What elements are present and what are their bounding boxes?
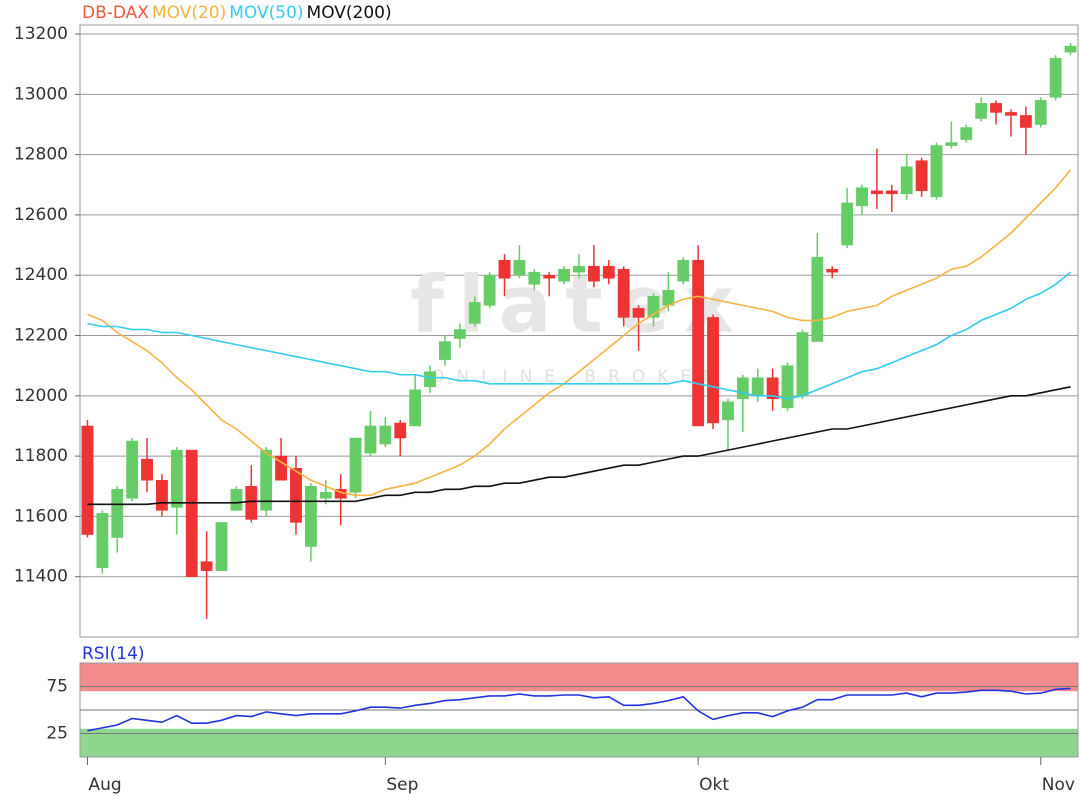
candle-body — [126, 440, 139, 499]
candle-body — [811, 256, 824, 342]
candle-body — [513, 259, 526, 276]
candle-body — [483, 274, 496, 306]
y-tick-label: 11800 — [14, 446, 68, 466]
y-tick-label: 12800 — [14, 145, 68, 165]
candle-body — [707, 317, 719, 424]
legend-entry: MOV(200) — [307, 3, 392, 23]
candle-body — [81, 425, 94, 535]
candle-body — [409, 389, 422, 427]
candle-body — [1064, 45, 1077, 53]
candle-body — [751, 377, 764, 397]
candle-body — [841, 202, 854, 246]
x-tick-label: Okt — [699, 775, 729, 795]
candle-body — [275, 455, 287, 481]
candle-body — [319, 492, 332, 499]
candle-body — [111, 489, 124, 538]
candle-body — [930, 145, 943, 198]
y-tick-label: 12600 — [14, 205, 68, 225]
y-tick-label: 13000 — [14, 84, 68, 104]
candle-body — [885, 190, 898, 195]
candle-body — [990, 103, 1002, 113]
candle-body — [781, 365, 794, 409]
y-tick-label: 12200 — [14, 326, 68, 346]
candle-body — [453, 329, 466, 339]
candle-body — [1019, 115, 1032, 128]
rsi-panel: 25 75 RSI(14) Aug Sep Okt Nov — [46, 644, 1079, 795]
candle-body — [871, 190, 883, 195]
candle-body — [439, 341, 451, 360]
candle-body — [632, 308, 645, 318]
candle-body — [185, 449, 198, 577]
candle-body — [722, 401, 734, 421]
candle-body — [379, 425, 392, 445]
moving-average-line — [87, 169, 1072, 497]
moving-average-line — [87, 386, 1071, 506]
candle-body — [290, 467, 302, 523]
plot-area — [79, 24, 1079, 638]
candle-body — [945, 142, 958, 146]
candle-body — [617, 268, 630, 318]
candle-body — [602, 265, 615, 279]
candle-body — [766, 377, 779, 400]
candle-body — [1049, 57, 1062, 98]
candle-body — [1005, 112, 1017, 116]
candle-body — [170, 449, 183, 508]
legend-entry: MOV(50) — [229, 3, 303, 23]
candle-body — [424, 371, 436, 388]
candle-body — [856, 187, 868, 207]
x-tick-label: Aug — [88, 775, 121, 795]
price-panel: 11400 11600 11800 12000 12200 12400 12600 12800… — [14, 3, 1079, 638]
candle-body — [573, 265, 585, 273]
candle-body — [543, 274, 556, 279]
y-tick-label: 75 — [46, 677, 68, 697]
y-tick-label: 11400 — [14, 567, 68, 587]
candle-body — [394, 422, 407, 439]
y-tick-label: 25 — [46, 724, 68, 744]
y-tick-label: 12000 — [14, 386, 68, 406]
candle-body — [587, 265, 600, 282]
candle-body — [692, 259, 705, 427]
candle-body — [468, 302, 481, 324]
legend-entry: MOV(20) — [152, 3, 226, 23]
candle-body — [349, 437, 362, 493]
y-tick-label: 12400 — [14, 265, 68, 285]
legend-entry: RSI(14) — [82, 644, 145, 664]
candle-body — [528, 271, 541, 285]
candle-body — [975, 103, 988, 119]
candle-body — [796, 332, 809, 397]
candle-body — [260, 449, 273, 511]
candle-body — [215, 522, 228, 571]
candle-body — [364, 425, 377, 454]
candle-body — [826, 268, 839, 273]
legend-entry: DB-DAX — [82, 3, 149, 23]
y-tick-label: 13200 — [14, 24, 68, 44]
candle-body — [1034, 100, 1047, 125]
candle-body — [558, 268, 571, 282]
candle-body — [96, 513, 109, 568]
x-tick-label: Sep — [386, 775, 418, 795]
candle-body — [915, 160, 928, 192]
x-tick-label: Nov — [1042, 775, 1075, 795]
y-tick-label: 11600 — [14, 506, 68, 526]
candle-body — [156, 479, 168, 511]
rsi-line — [87, 687, 1071, 732]
candle-body — [736, 377, 749, 400]
candle-body — [677, 259, 690, 282]
candle-body — [245, 486, 258, 520]
moving-average-line — [87, 271, 1072, 400]
candle-body — [498, 259, 511, 279]
candle-body — [960, 127, 973, 140]
candle-body — [141, 458, 153, 481]
candle-body — [647, 296, 660, 318]
candle-body — [200, 561, 213, 571]
candle-body — [900, 166, 913, 195]
candle-body — [304, 486, 317, 547]
candle-body — [230, 489, 243, 511]
